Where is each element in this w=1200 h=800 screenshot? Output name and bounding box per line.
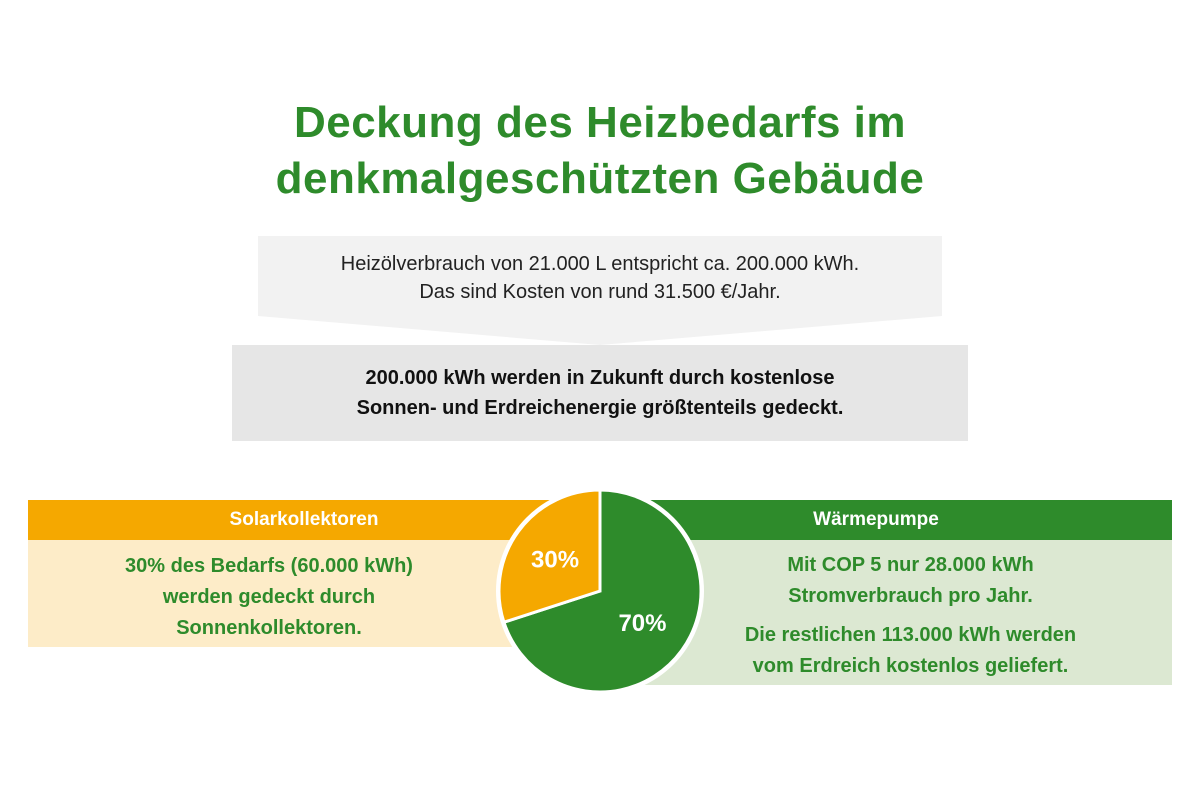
- pie-slice-70: [502, 488, 703, 694]
- solar-line-2: werden gedeckt durch: [162, 586, 376, 608]
- solar-line-3: Sonnenkollektoren.: [176, 617, 362, 639]
- summary-text: 200.000 kWh werden in Zukunft durch kost…: [232, 345, 968, 441]
- pie-label-70: 70%: [618, 610, 666, 637]
- info-text: Heizölverbrauch von 21.000 L entspricht …: [258, 236, 942, 316]
- pie-chart: 70% 30%: [496, 487, 704, 695]
- info-box: [258, 236, 942, 345]
- pie-slice-30: [497, 488, 602, 625]
- summary-line-2: Sonnen- und Erdreichenergie größtenteils…: [356, 397, 844, 419]
- info-line-2: Das sind Kosten von rund 31.500 €/Jahr.: [419, 281, 781, 303]
- summary-line-1: 200.000 kWh werden in Zukunft durch kost…: [365, 367, 835, 389]
- info-line-1: Heizölverbrauch von 21.000 L entspricht …: [340, 253, 860, 275]
- heatpump-header-bar: [600, 500, 1172, 540]
- page-title: Deckung des Heizbedarfs im denkmalgeschü…: [0, 95, 1200, 207]
- solar-line-1: 30% des Bedarfs (60.000 kWh): [125, 555, 413, 577]
- heatpump-text: Mit COP 5 nur 28.000 kWh Stromverbrauch …: [650, 540, 1171, 685]
- solar-header-bar: [28, 500, 588, 540]
- solar-header: Solarkollektoren: [229, 509, 379, 530]
- heatpump-line-1: Mit COP 5 nur 28.000 kWh: [787, 554, 1034, 576]
- title-line-2: denkmalgeschützten Gebäude: [275, 154, 925, 203]
- solar-text: 30% des Bedarfs (60.000 kWh) werden gede…: [28, 540, 510, 647]
- solar-body-panel: [28, 540, 588, 647]
- heatpump-header: Wärmepumpe: [813, 509, 939, 530]
- heatpump-line-4: vom Erdreich kostenlos geliefert.: [752, 655, 1069, 677]
- title-line-1: Deckung des Heizbedarfs im: [293, 98, 907, 147]
- pie-label-30: 30%: [531, 546, 579, 573]
- heatpump-line-2: Stromverbrauch pro Jahr.: [788, 585, 1033, 607]
- summary-box: [232, 345, 968, 441]
- heatpump-line-3: Die restlichen 113.000 kWh werden: [744, 624, 1077, 646]
